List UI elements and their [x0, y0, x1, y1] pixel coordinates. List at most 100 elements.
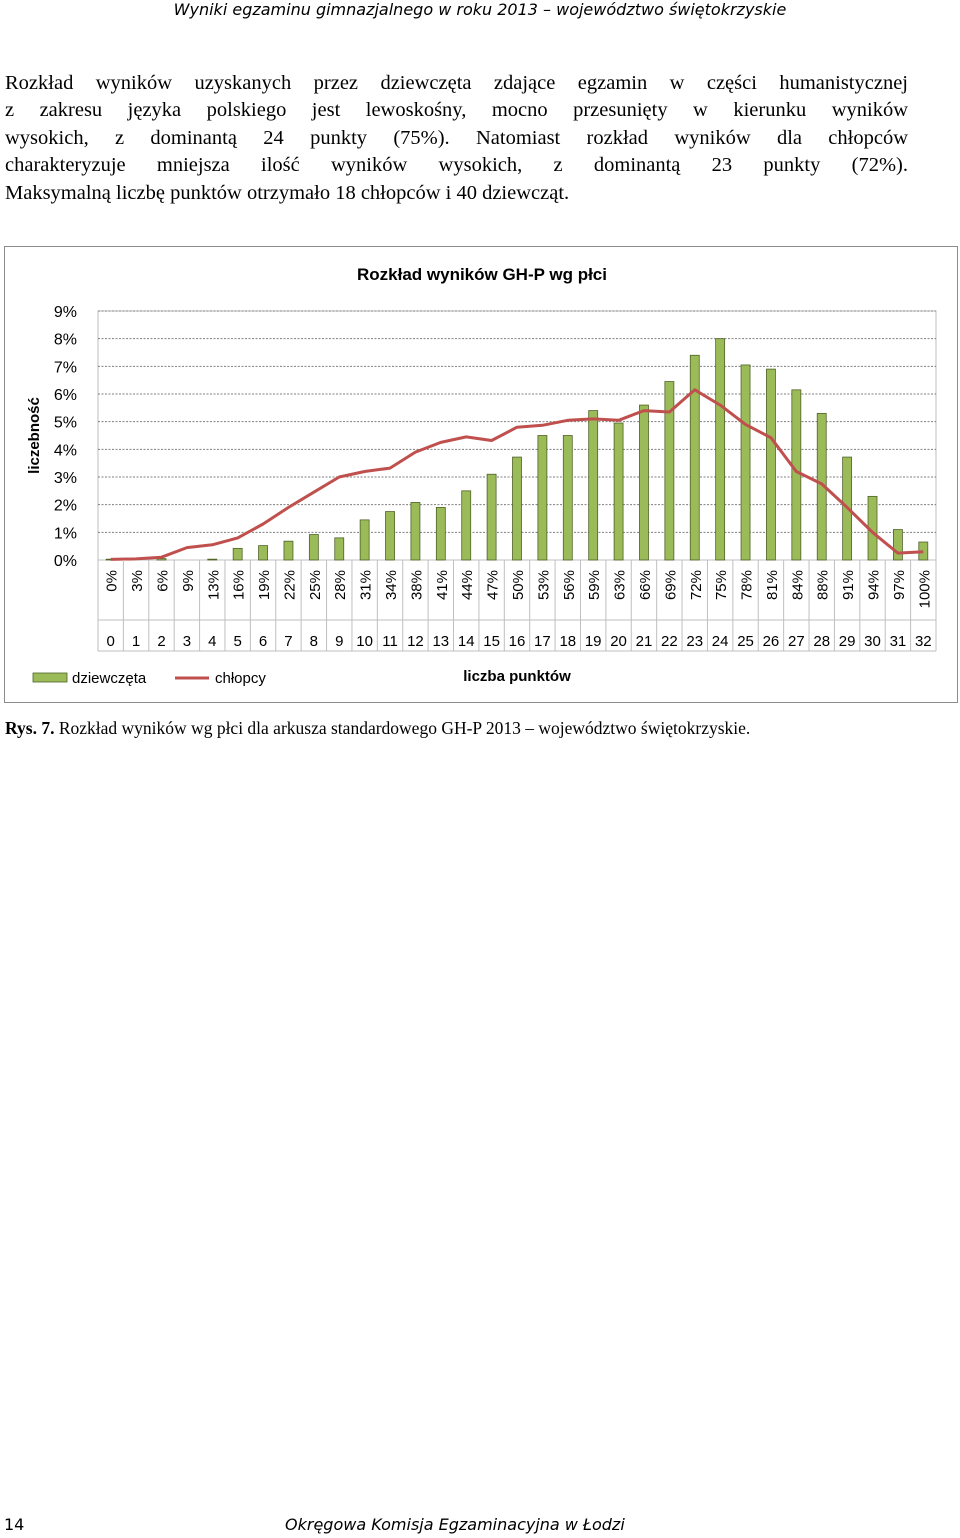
- bar-4: [207, 558, 218, 561]
- y-tick-label: 5%: [54, 415, 77, 432]
- body-paragraph: Rozkład wyników uzyskanych przez dziewcz…: [5, 70, 908, 207]
- x-tick-label: 2: [157, 633, 165, 650]
- x-tick-label: 14: [458, 633, 475, 650]
- percent-label: 53%: [535, 570, 552, 600]
- x-tick-label: 25: [737, 633, 754, 650]
- paragraph-line: Rozkład wyników uzyskanych przez dziewcz…: [5, 72, 908, 94]
- bar-8: [308, 534, 319, 561]
- bar-11: [385, 511, 395, 561]
- x-tick-label: 21: [636, 633, 653, 650]
- bar-16: [512, 456, 522, 561]
- percent-label: 9%: [180, 570, 197, 592]
- y-tick-label: 8%: [54, 332, 77, 349]
- percent-label: 3%: [129, 570, 146, 592]
- bar-15: [486, 473, 497, 561]
- x-tick-label: 8: [310, 633, 318, 650]
- x-axis-label: liczba punktów: [463, 668, 571, 685]
- bar-22: [664, 381, 675, 561]
- percent-label: 78%: [739, 570, 756, 600]
- bar-19: [588, 410, 599, 561]
- percent-label: 63%: [612, 570, 629, 600]
- legend-label: dziewczęta: [72, 670, 147, 687]
- percent-label: 81%: [764, 570, 781, 600]
- x-tick-label: 10: [356, 633, 373, 650]
- x-tick-label: 18: [559, 633, 576, 650]
- x-tick-label: 32: [915, 633, 932, 650]
- percent-label: 34%: [383, 570, 400, 600]
- x-tick-label: 0: [107, 633, 115, 650]
- y-tick-label: 7%: [54, 359, 77, 376]
- bar-6: [258, 545, 268, 561]
- percent-label: 84%: [789, 570, 806, 600]
- chart: 0% 1% 2% 3% 4% 5% 6% 7% 8% 9% Rozkład wyników GH-P…: [26, 265, 937, 687]
- percent-label: 59%: [586, 570, 603, 600]
- y-tick-label: 9%: [54, 304, 77, 321]
- x-tick-label: 6: [259, 633, 267, 650]
- percent-label: 25%: [307, 570, 324, 600]
- bar-7: [283, 540, 294, 561]
- x-tick-label: 13: [432, 633, 449, 650]
- bar-14: [461, 490, 472, 561]
- x-tick-label: 19: [585, 633, 602, 650]
- x-tick-label: 30: [864, 633, 881, 650]
- percent-label: 41%: [434, 570, 451, 600]
- paragraph-line: Maksymalną liczbę punktów otrzymało 18 c…: [5, 181, 570, 204]
- running-header: Wyniki egzaminu gimnazjalnego w roku 201…: [173, 0, 787, 19]
- caption-label: Rys. 7.: [5, 718, 55, 738]
- x-tick-label: 24: [712, 633, 729, 650]
- bar-12: [410, 502, 421, 561]
- y-tick-label: 3%: [54, 470, 77, 487]
- legend-swatch-dziewczeta: [32, 672, 68, 683]
- percent-label: 91%: [840, 570, 857, 600]
- x-tick-label: 5: [233, 633, 241, 650]
- x-tick-label: 1: [132, 633, 140, 650]
- x-tick-label: 7: [284, 633, 292, 650]
- x-tick-label: 26: [763, 633, 780, 650]
- percent-label: 88%: [815, 570, 832, 600]
- paragraph-line: wysokich, z dominantą 24 punkty (75%). N…: [5, 126, 908, 149]
- x-tick-label: 27: [788, 633, 805, 650]
- y-tick-label: 6%: [54, 387, 77, 404]
- bar-9: [334, 537, 345, 561]
- bar-25: [740, 364, 751, 561]
- percent-label: 44%: [459, 570, 476, 600]
- percent-label: 50%: [510, 570, 527, 600]
- percent-label: 97%: [891, 570, 908, 600]
- bar-26: [766, 368, 776, 561]
- x-tick-label: 15: [483, 633, 500, 650]
- chart-frame: 0% 1% 2% 3% 4% 5% 6% 7% 8% 9% Rozkład wyników GH-P…: [4, 246, 958, 703]
- x-tick-label: 17: [534, 633, 551, 650]
- legend-label: chłopcy: [215, 670, 266, 687]
- bar-31: [893, 529, 903, 561]
- bar-23: [689, 354, 700, 561]
- bar-21: [639, 404, 649, 561]
- series-line-chlopcy: [110, 388, 924, 561]
- y-tick-label: 4%: [54, 442, 77, 459]
- paragraph-line: charakteryzuje mniejsza ilość wyników wy…: [5, 154, 908, 177]
- bar-5: [232, 547, 243, 561]
- percent-label: 94%: [866, 570, 883, 600]
- percent-label: 13%: [205, 570, 222, 600]
- x-tick-label: 22: [661, 633, 678, 650]
- caption-text: Rozkład wyników wg płci dla arkusza stan…: [54, 718, 751, 738]
- percent-label: 6%: [155, 570, 172, 592]
- y-tick-label: 1%: [54, 525, 77, 542]
- percent-label: 31%: [358, 570, 375, 600]
- x-tick-label: 20: [610, 633, 627, 650]
- percent-label: 47%: [485, 570, 502, 600]
- percent-label: 0%: [104, 570, 121, 592]
- bar-17: [537, 435, 548, 561]
- percent-label: 100%: [916, 570, 933, 608]
- bar-27: [791, 389, 802, 561]
- bar-10: [359, 519, 370, 561]
- x-tick-label: 23: [686, 633, 703, 650]
- percent-label: 72%: [688, 570, 705, 600]
- percent-label: 38%: [408, 570, 425, 600]
- percent-label: 66%: [637, 570, 654, 600]
- y-axis-label: liczebność: [26, 397, 43, 474]
- x-tick-label: 3: [183, 633, 191, 650]
- x-tick-label: 29: [839, 633, 856, 650]
- y-tick-label: 0%: [54, 553, 77, 570]
- x-tick-label: 9: [335, 633, 343, 650]
- percent-label: 19%: [256, 570, 273, 600]
